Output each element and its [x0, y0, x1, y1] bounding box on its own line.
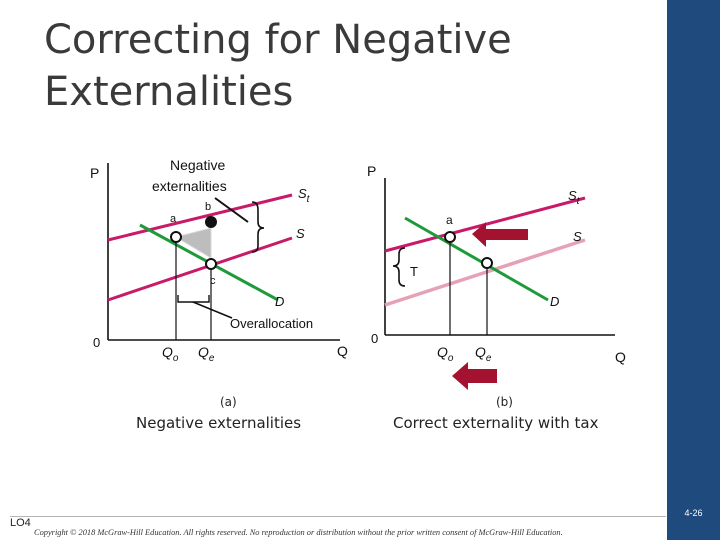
- panel-a-point-b: [205, 216, 217, 228]
- panel-a-point-c: [205, 258, 217, 270]
- slide-title-line-1: Correcting for Negative: [44, 17, 512, 63]
- panel-a-st-label: St: [298, 186, 311, 205]
- panel-a-point-c-label: c: [210, 275, 216, 287]
- panel-b-x-axis-label: Q: [615, 349, 626, 365]
- panel-a: P 0 Q a b c Negative externalities St S …: [90, 157, 348, 432]
- side-bar: 4-26: [667, 0, 720, 540]
- panel-a-qo-label: Qo: [162, 344, 179, 364]
- panel-a-overallocation-bracket: [177, 295, 210, 303]
- panel-a-externality-brace: [251, 201, 265, 253]
- panel-b-y-axis-label: P: [367, 163, 376, 179]
- panel-b-point-a: [444, 231, 456, 243]
- panel-a-overallocation-pointer: [192, 301, 233, 319]
- panel-a-caption: Negative externalities: [136, 414, 301, 432]
- panel-a-social-supply-curve: [107, 193, 293, 242]
- slide-title: Correcting for Negative Externalities: [44, 14, 644, 118]
- panel-a-point-a: [170, 231, 182, 243]
- panel-a-callout-pointer: [214, 197, 249, 223]
- panel-a-callout-line-1: Negative: [170, 157, 225, 173]
- panel-b-demand-label: D: [550, 294, 559, 309]
- panel-a-x-axis-label: Q: [337, 343, 348, 359]
- externality-diagrams: P 0 Q a b c Negative externalities St S …: [90, 157, 626, 432]
- panel-a-point-a-label: a: [170, 213, 177, 225]
- panel-a-overallocation-triangle: [174, 227, 212, 259]
- panel-a-supply-label: S: [296, 226, 305, 241]
- panel-b-supply-label: S: [573, 229, 582, 244]
- footer-divider: [10, 516, 666, 517]
- panel-a-demand-label: D: [275, 294, 284, 309]
- panel-b-demand-curve: [404, 216, 549, 302]
- panel-b-quantity-shift-arrow: [452, 362, 497, 390]
- panel-b-point-e: [481, 257, 493, 269]
- panel-a-callout-line-2: externalities: [152, 178, 227, 194]
- panel-a-y-axis-label: P: [90, 165, 99, 181]
- learning-objective: LO4: [10, 517, 31, 529]
- copyright-notice: Copyright © 2018 McGraw-Hill Education. …: [34, 528, 563, 537]
- panel-b-st-label: St: [568, 188, 581, 207]
- panel-b-caption-letter: (b): [496, 395, 513, 409]
- panel-a-overallocation-label: Overallocation: [230, 316, 313, 331]
- panel-b-tax-brace: [392, 247, 406, 287]
- panel-b-origin: 0: [371, 331, 378, 346]
- page-number: 4-26: [684, 508, 703, 518]
- panel-a-private-supply-curve: [107, 236, 293, 302]
- panel-b-supply-shift-arrow: [472, 222, 528, 247]
- panel-b: P 0 Q a T St S D Qo Qe: [367, 163, 626, 432]
- slide-title-line-2: Externalities: [44, 69, 294, 115]
- panel-b-qo-label: Qo: [437, 344, 454, 364]
- panel-b-qe-label: Qe: [475, 344, 492, 364]
- panel-b-tax-label: T: [410, 264, 418, 279]
- panel-a-caption-letter: (a): [220, 395, 237, 409]
- panel-b-shifted-supply-curve: [384, 238, 586, 307]
- panel-a-qe-label: Qe: [198, 344, 215, 364]
- panel-b-caption: Correct externality with tax: [393, 414, 599, 432]
- panel-a-point-b-label: b: [205, 201, 211, 213]
- panel-b-point-a-label: a: [446, 213, 453, 227]
- panel-a-origin: 0: [93, 335, 100, 350]
